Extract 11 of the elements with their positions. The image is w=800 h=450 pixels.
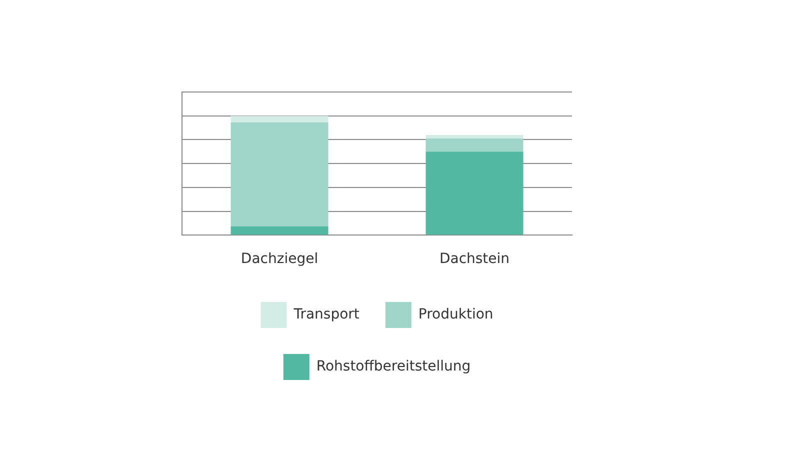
bar (426, 138, 524, 152)
bar (426, 152, 524, 235)
bar (230, 116, 328, 122)
x-tick-label: Dachstein (439, 251, 510, 268)
bar (230, 226, 328, 235)
bar (426, 134, 524, 139)
legend-label: Produktion (418, 306, 494, 323)
legend-label: Rohstoffbereitstellung (316, 358, 471, 375)
bar (230, 122, 328, 226)
legend-label: Transport (292, 306, 360, 323)
x-tick-label: Dachziegel (240, 251, 318, 268)
